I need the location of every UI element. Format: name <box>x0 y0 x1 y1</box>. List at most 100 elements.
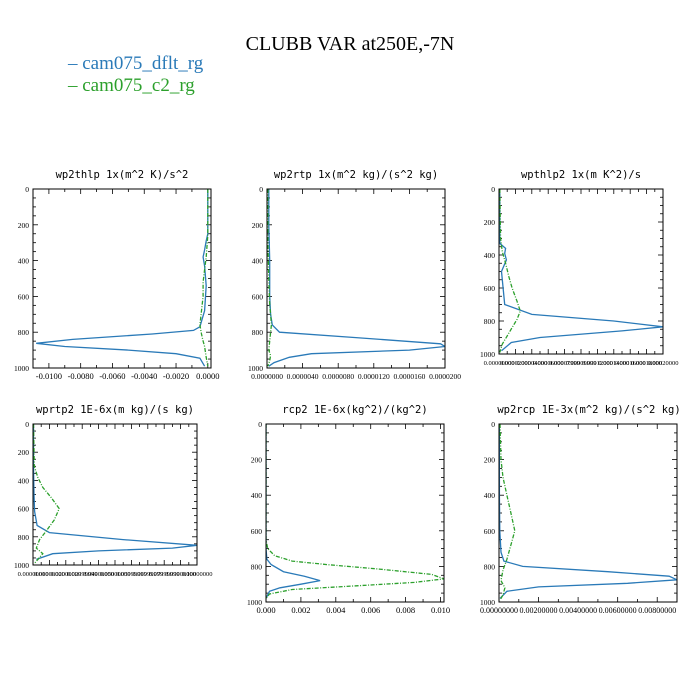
x-tick-label: -0.0060 <box>99 371 125 381</box>
y-tick-label: 800 <box>252 328 264 337</box>
series-line-dflt <box>268 189 445 367</box>
panel-2: wp2rtp 1x(m^2 kg)/(s^2 kg) 0 200 400 600 800 1… <box>248 169 461 381</box>
panel-title: wp2rtp 1x(m^2 kg)/(s^2 kg) <box>274 169 438 181</box>
y-tick-label: 600 <box>252 292 264 301</box>
plot-frame <box>32 188 212 369</box>
x-tick-label: 0.0000120 <box>358 372 390 381</box>
y-tick-label: 400 <box>252 257 264 266</box>
legend-label-c2: cam075_c2_rg <box>82 75 195 96</box>
x-tick-label: 0.00007999 <box>549 360 580 367</box>
panel-title: wp2rcp 1E-3x(m^2 kg)/(s^2 kg) <box>497 404 680 416</box>
y-tick-label: 1000 <box>14 561 29 570</box>
panel-6: wp2rcp 1E-3x(m^2 kg)/(s^2 kg)0 200 400 600 8… <box>480 404 681 615</box>
x-tick-label: 0.00012000 <box>582 360 613 367</box>
y-tick-label: 0 <box>25 420 29 429</box>
y-tick-label: 800 <box>484 317 496 326</box>
x-tick-label: 0.0000 <box>196 371 219 381</box>
x-tick-label: 0.02999999 <box>67 571 98 578</box>
x-tick-label: 0.00006000 <box>533 360 564 367</box>
x-tick-label: 0.00400000 <box>559 606 597 615</box>
x-tick-label: 0.01000000 <box>34 571 65 578</box>
y-tick-label: 600 <box>484 284 496 293</box>
y-tick-label: 200 <box>251 456 263 465</box>
series-line-dflt <box>499 189 663 352</box>
x-tick-label: 0.09000000 <box>165 571 196 578</box>
plot-frame <box>498 423 678 603</box>
y-tick-label: 200 <box>484 218 496 227</box>
x-tick-label: 0.00000000 <box>484 360 515 367</box>
x-tick-label: 0.00600000 <box>599 606 637 615</box>
y-tick-label: 400 <box>484 491 496 500</box>
series-line-dflt <box>266 424 321 599</box>
series-line-c2 <box>267 189 273 367</box>
series-line-c2 <box>266 424 444 599</box>
x-tick-label: 0.10000000 <box>182 571 213 578</box>
y-tick-label: 1000 <box>14 364 29 373</box>
y-tick-label: 1000 <box>480 598 495 607</box>
legend-label-dflt: cam075_dflt_rg <box>82 53 204 74</box>
x-tick-label: 0.0000160 <box>393 372 425 381</box>
legend: – cam075_dflt_rg – cam075_c2_rg <box>67 53 204 96</box>
plot-frame <box>266 188 446 369</box>
x-tick-label: -0.0080 <box>68 371 94 381</box>
y-tick-label: 0 <box>491 185 495 194</box>
y-tick-label: 200 <box>18 448 30 457</box>
x-tick-label: 0.002 <box>291 605 310 615</box>
series-line-dflt <box>499 424 677 599</box>
x-tick-label: 0.00000000 <box>480 606 518 615</box>
y-tick-label: 800 <box>18 328 30 337</box>
x-tick-label: 0.0000080 <box>322 372 354 381</box>
x-tick-label: 0.02000000 <box>50 571 81 578</box>
panel-title: wprtp2 1E-6x(m kg)/(s kg) <box>36 404 194 416</box>
y-tick-label: 600 <box>251 527 263 536</box>
y-tick-label: 400 <box>18 257 30 266</box>
x-tick-label: 0.008 <box>396 605 415 615</box>
legend-dash: – <box>67 53 82 74</box>
x-tick-label: -0.0100 <box>36 371 62 381</box>
y-tick-label: 0 <box>25 185 29 194</box>
y-tick-label: 400 <box>251 491 263 500</box>
series-line-c2 <box>499 424 516 601</box>
y-tick-label: 400 <box>18 476 30 485</box>
y-tick-label: 600 <box>18 292 30 301</box>
y-tick-label: 0 <box>491 420 495 429</box>
x-tick-label: 0.004 <box>326 605 346 615</box>
x-tick-label: -0.0020 <box>163 371 189 381</box>
y-tick-label: 200 <box>484 456 496 465</box>
y-tick-label: 400 <box>484 251 496 260</box>
y-tick-label: 1000 <box>480 350 495 359</box>
x-tick-label: 0.06999999 <box>132 571 163 578</box>
figure-title: CLUBB VAR at250E,-7N <box>246 33 455 55</box>
x-tick-label: 0.006 <box>361 605 380 615</box>
x-tick-label: 0.0000000 <box>251 372 283 381</box>
x-tick-label: 0.07999999 <box>149 571 180 578</box>
x-tick-label: 0.04000000 <box>83 571 114 578</box>
plot-frame <box>32 423 198 566</box>
x-tick-label: 0.010 <box>431 605 450 615</box>
y-tick-label: 600 <box>18 505 30 514</box>
x-tick-label: 0.00002000 <box>500 360 531 367</box>
x-tick-label: 0.000 <box>256 605 275 615</box>
panel-5: rcp2 1E-6x(kg^2)/(kg^2) 0 200 400 600 800 1000… <box>247 404 450 615</box>
x-tick-label: 0.00020000 <box>648 360 679 367</box>
x-tick-label: 0.00016000 <box>615 360 646 367</box>
panel-1: wp2thlp 1x(m^2 K)/s^2 0 200 400 600 800 1000 -0… <box>14 169 220 381</box>
panel-3: wpthlp2 1x(m K^2)/s020040060080010000.00… <box>480 169 678 367</box>
x-tick-label: 0.00000000 <box>18 571 49 578</box>
x-tick-label: 0.00004000 <box>516 360 547 367</box>
x-tick-label: 0.0000040 <box>287 372 319 381</box>
x-tick-label: -0.0040 <box>131 371 157 381</box>
y-tick-label: 800 <box>18 533 30 542</box>
y-tick-label: 0 <box>259 185 263 194</box>
series-line-c2 <box>33 424 60 565</box>
panel-4: wprtp2 1E-6x(m kg)/(s kg) 0 200 400 600 800 10… <box>14 404 212 578</box>
series-line-c2 <box>499 189 521 353</box>
panel-title: wpthlp2 1x(m K^2)/s <box>521 169 641 181</box>
panels: wp2thlp 1x(m^2 K)/s^2 0 200 400 600 800 1000 -0… <box>14 169 681 615</box>
x-tick-label: 0.05999999 <box>116 571 147 578</box>
panel-title: rcp2 1E-6x(kg^2)/(kg^2) <box>282 404 427 416</box>
legend-entry-dflt: – cam075_dflt_rg <box>67 53 204 74</box>
y-tick-label: 800 <box>484 562 496 571</box>
x-tick-label: 0.00200000 <box>520 606 558 615</box>
